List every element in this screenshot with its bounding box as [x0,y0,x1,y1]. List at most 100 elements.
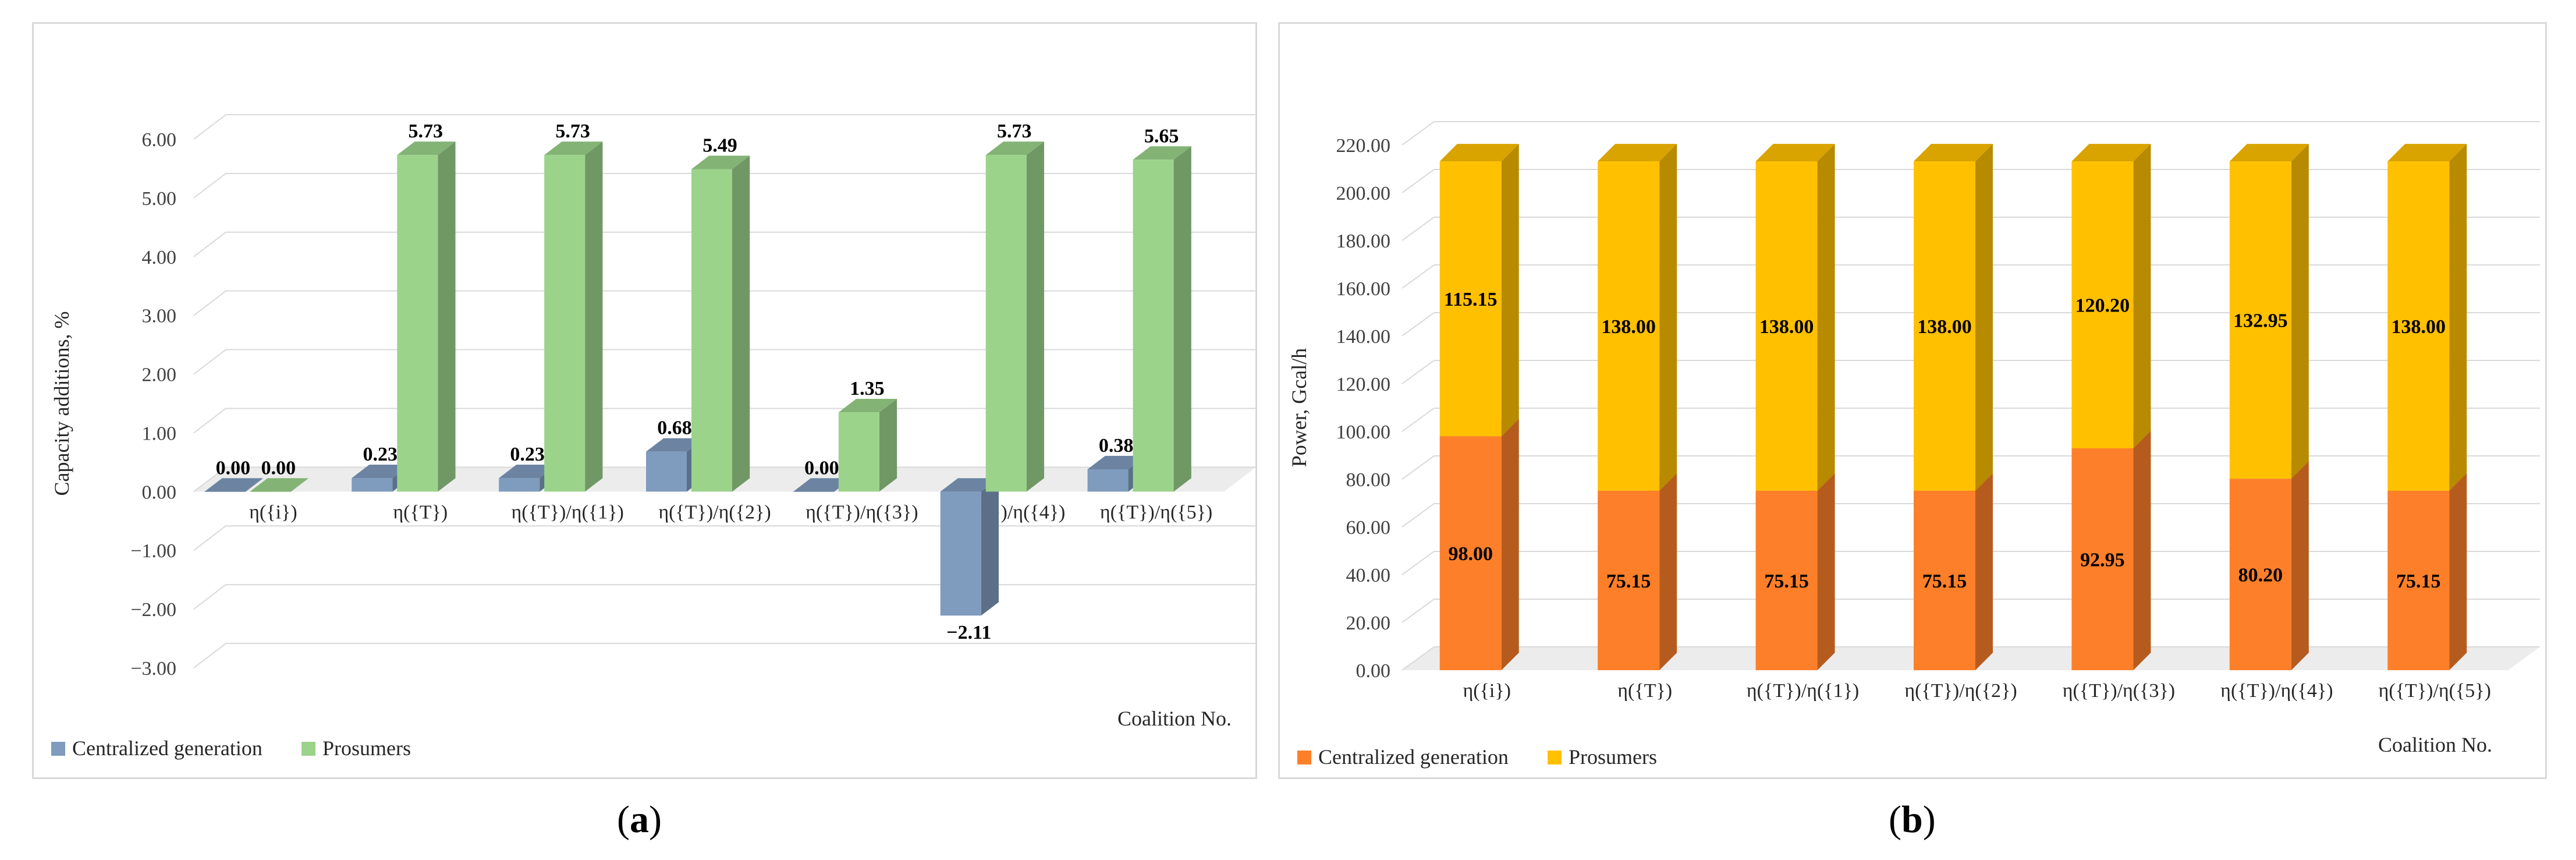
data-label: 120.20 [2075,295,2130,316]
bar-prosumers [2387,161,2450,491]
data-label: 0.23 [363,444,398,465]
bar-centralized [204,491,246,492]
gridline [193,290,1256,316]
bar-centralized [1914,490,1975,670]
bar-centralized [1598,490,1660,670]
y-axis-title: Capacity additions, % [50,312,73,496]
data-label: 0.38 [1099,435,1134,456]
chart-a-svg: −3.00 −2.00 −1.00 0.00 1.00 2.00 3.00 4.00 5.00 6… [50,114,1256,760]
legend-label: Centralized generation [72,737,262,760]
caption-a: (a) [617,798,662,841]
bar-centralized [1087,469,1129,492]
bar-prosumers-top [985,141,1044,155]
x-category-label: η({T})/η({5}) [1100,501,1212,523]
bar-prosumers-side [1501,144,1519,437]
bar-prosumers-top [1439,144,1519,162]
legend-label: Prosumers [322,737,411,760]
gridline [1401,312,2540,337]
bar-centralized [352,478,393,492]
bar-centralized [1439,436,1502,670]
bar-centralized [1755,490,1818,670]
bar-prosumers [1439,161,1502,437]
y-tick-label: −1.00 [130,540,176,562]
bar-centralized [499,478,540,492]
gridline [1401,408,2540,432]
x-category-label: η({T}) [393,501,448,523]
y-tick-label: 100.00 [1336,422,1391,443]
y-tick-label: 220.00 [1336,135,1391,157]
y-tick-label: 1.00 [142,423,177,444]
bar-prosumers-side [1975,144,1993,491]
bar-centralized [2071,448,2134,670]
data-label: −2.11 [946,622,991,643]
caption-b: (b) [1889,798,1936,841]
bar-centralized-side [2133,430,2151,670]
bar-prosumers [544,155,586,492]
gridline [193,114,1256,140]
gridline [193,525,1256,551]
data-label: 0.00 [804,457,839,479]
y-tick-label: −2.00 [130,599,176,621]
x-axis-title: Coalition No. [2378,733,2492,756]
y-tick-label: 20.00 [1346,613,1391,634]
y-tick-label: 140.00 [1336,326,1391,348]
bar-prosumers-side [2133,144,2151,448]
bar-prosumers [838,412,879,492]
y-tick-label: 6.00 [142,129,177,151]
bar-prosumers [1133,160,1174,492]
bar-centralized-side [245,478,263,492]
gridline [1401,455,2540,480]
legend-swatch [51,742,65,756]
x-category-label: η({T})/η({4}) [2220,680,2333,702]
bar-prosumers-top [2229,144,2309,162]
bar-centralized-top [499,465,558,479]
y-tick-label: 60.00 [1346,517,1391,539]
bar-prosumers-side [2449,144,2467,491]
y-axis-title: Power, Gcal/h [1287,348,1311,468]
x-category-label: η({T})/η({2}) [1904,680,2017,702]
y-tick-label: 120.00 [1336,374,1391,395]
gridline [1401,503,2540,528]
gridline [1401,551,2540,575]
legend-label: Prosumers [1569,745,1657,769]
x-category-label: η({i}) [1463,680,1511,702]
data-label: 75.15 [1764,571,1809,592]
x-category-label: η({T}) [1617,680,1672,702]
x-category-label: η({T})/η({1}) [511,501,623,523]
y-tick-label: 3.00 [142,306,177,327]
bar-centralized-side [2291,461,2309,670]
bar-centralized [2387,490,2450,670]
bar-centralized-top [793,478,852,492]
x-category-label: η({T})/η({2}) [658,501,771,523]
bar-prosumers-side [1817,144,1835,491]
chart-panel-b: 0.00 20.00 40.00 60.00 80.00 100.00 120.00 140.… [1278,22,2547,779]
y-tick-label: 0.00 [1356,660,1391,682]
data-label: 1.35 [850,378,885,399]
gridline [193,643,1256,668]
bar-prosumers-side [732,155,750,492]
bar-prosumers-top [1598,144,1677,162]
data-label: 92.95 [2080,549,2125,571]
chart-b-svg: 0.00 20.00 40.00 60.00 80.00 100.00 120.00 140.… [1287,121,2540,769]
data-label: 138.00 [2392,316,2446,338]
y-tick-label: 200.00 [1336,183,1391,204]
bar-prosumers [2229,161,2291,479]
data-label: 138.00 [1759,316,1814,338]
y-tick-label: 180.00 [1336,231,1391,252]
bar-prosumers-top [2387,144,2467,162]
gridline [1401,169,2540,193]
bar-centralized-top [646,438,705,452]
data-label: 5.73 [409,121,443,142]
bar-prosumers [1755,161,1818,491]
bar-centralized [793,491,834,492]
legend-swatch [301,742,315,756]
data-label: 0.68 [657,417,692,439]
x-category-label: η({T})/η({3}) [806,501,918,523]
bar-prosumers [250,491,291,492]
bar-prosumers-side [879,399,897,492]
data-label: 5.65 [1144,125,1179,147]
gridline [1401,264,2540,289]
chart-panel-a: −3.00 −2.00 −1.00 0.00 1.00 2.00 3.00 4.00 5.00 6… [32,22,1257,779]
bar-centralized-top [940,478,999,492]
gridline [193,172,1256,199]
